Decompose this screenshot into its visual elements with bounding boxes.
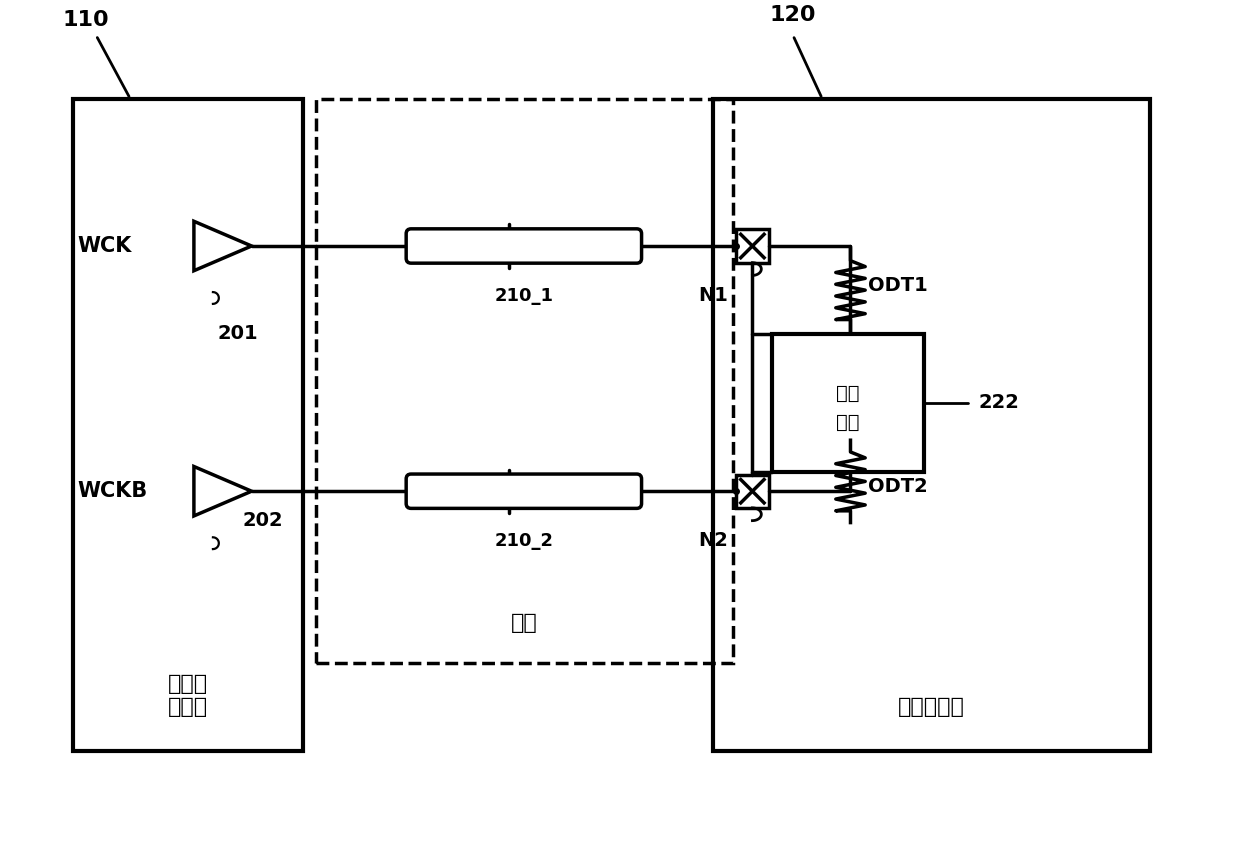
Bar xyxy=(772,334,924,472)
Bar xyxy=(73,99,304,751)
Text: 210_1: 210_1 xyxy=(494,287,554,305)
Text: 开关: 开关 xyxy=(836,383,860,403)
Text: 存储器
控制器: 存储器 控制器 xyxy=(167,674,208,717)
FancyBboxPatch shape xyxy=(406,229,642,263)
Text: N1: N1 xyxy=(699,285,729,304)
Text: N2: N2 xyxy=(699,531,729,550)
Text: 202: 202 xyxy=(243,511,282,530)
Text: 210_2: 210_2 xyxy=(494,532,554,550)
Bar xyxy=(736,475,769,508)
Text: 110: 110 xyxy=(63,10,109,30)
Text: 存储器模块: 存储器模块 xyxy=(898,697,965,717)
Bar xyxy=(316,99,732,663)
Text: 模块: 模块 xyxy=(836,413,860,432)
Text: ODT1: ODT1 xyxy=(869,276,928,295)
Text: 通道: 通道 xyxy=(510,613,538,633)
Bar xyxy=(736,229,769,262)
FancyBboxPatch shape xyxy=(406,474,642,509)
Text: 222: 222 xyxy=(978,394,1018,412)
Text: 201: 201 xyxy=(217,325,258,343)
Text: WCK: WCK xyxy=(78,236,133,256)
Bar xyxy=(714,99,1150,751)
Text: 120: 120 xyxy=(769,5,817,26)
Text: WCKB: WCKB xyxy=(78,481,147,501)
Text: ODT2: ODT2 xyxy=(869,477,928,496)
